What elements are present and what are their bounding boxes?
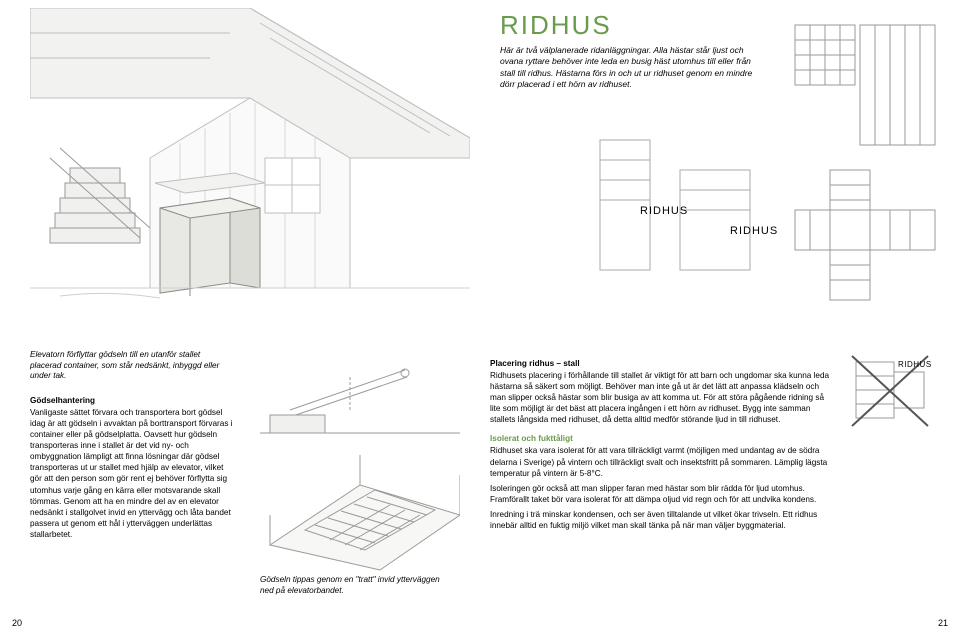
- ridhus-label-1: RIDHUS: [640, 205, 688, 217]
- page-number-left: 20: [12, 618, 22, 628]
- right-text-column: Placering ridhus – stall Ridhusets place…: [490, 350, 830, 535]
- caption-godsel: Gödseln tippas genom en "tratt" invid yt…: [260, 575, 440, 596]
- ridhus-label-2: RIDHUS: [730, 225, 778, 237]
- ridhus-label-small: RIDHUS: [898, 360, 932, 369]
- isolerat-p1: Ridhuset ska vara isolerat för att vara …: [490, 445, 830, 478]
- left-text-column: Gödselhantering Vanligaste sättet förvar…: [30, 395, 235, 540]
- building-cutaway-illustration: [30, 8, 470, 308]
- placering-body: Ridhusets placering i förhållande till s…: [490, 370, 830, 425]
- elevator-detail-illustrations: [260, 355, 460, 595]
- godsel-body: Vanligaste sättet förvara och transporte…: [30, 407, 235, 540]
- isolerat-heading: Isolerat och fukttåligt: [490, 433, 830, 444]
- page-number-right: 21: [938, 618, 948, 628]
- isolerat-p2: Isoleringen gör också att man slipper fa…: [490, 483, 830, 505]
- caption-elevator: Elevatorn förflyttar gödseln till en uta…: [30, 350, 230, 382]
- placering-heading: Placering ridhus – stall: [490, 358, 830, 369]
- page-title: RIDHUS: [500, 10, 612, 41]
- floorplan-diagrams: [790, 20, 940, 310]
- isolerat-p3: Inredning i trä minskar kondensen, och s…: [490, 509, 830, 531]
- godsel-heading: Gödselhantering: [30, 395, 235, 406]
- intro-paragraph: Här är två välplanerade ridanläggningar.…: [500, 45, 760, 91]
